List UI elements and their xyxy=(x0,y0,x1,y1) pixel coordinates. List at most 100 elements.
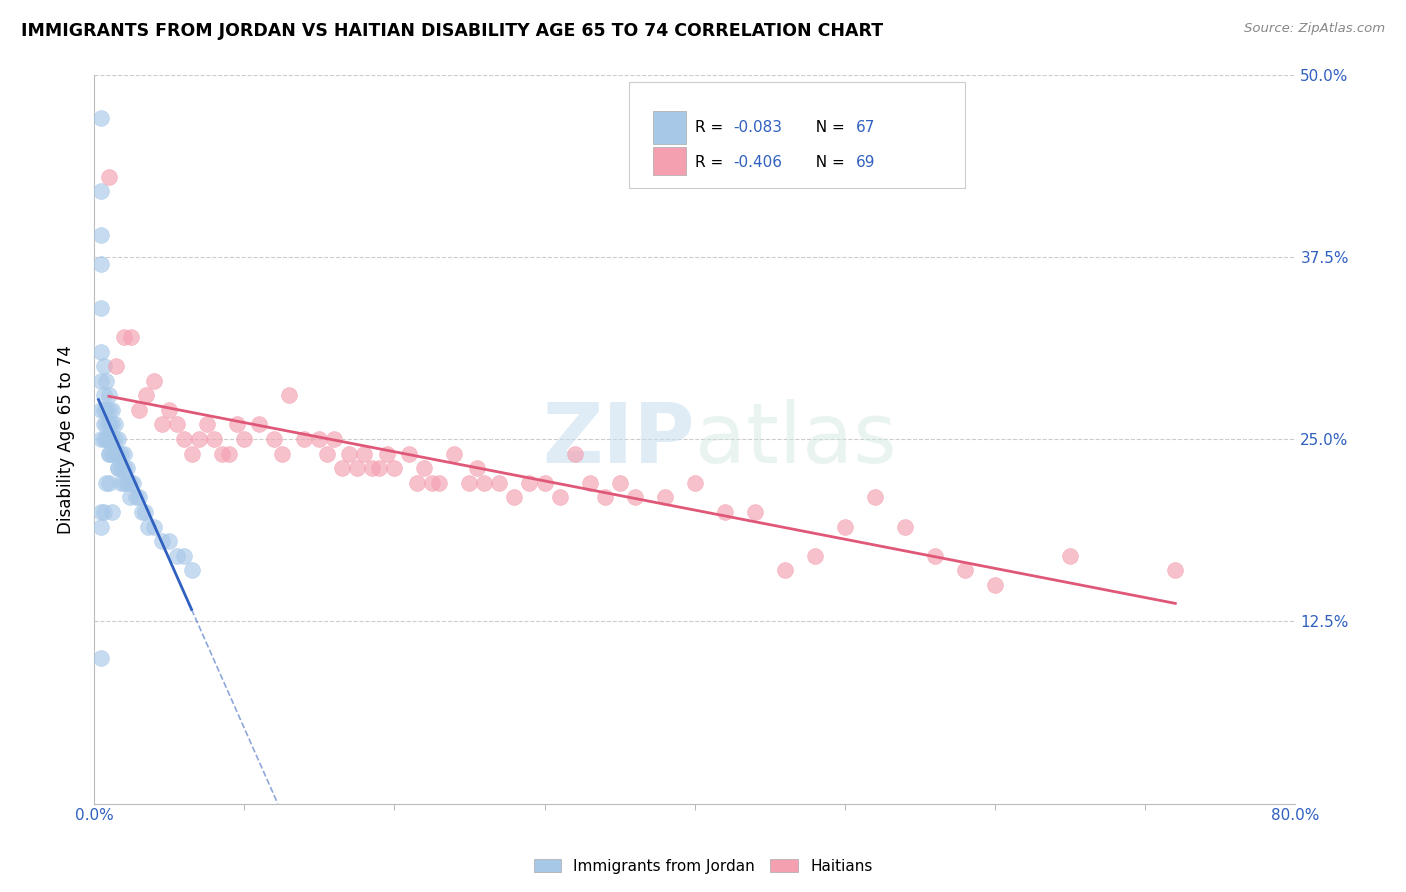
Point xyxy=(107,461,129,475)
Point xyxy=(278,388,301,402)
Point xyxy=(94,417,117,432)
Point xyxy=(94,475,117,490)
Point xyxy=(773,563,796,577)
Point xyxy=(368,461,391,475)
Text: -0.083: -0.083 xyxy=(733,120,782,135)
Point xyxy=(131,505,153,519)
Point xyxy=(93,505,115,519)
Point xyxy=(101,417,124,432)
Text: N =: N = xyxy=(807,154,851,169)
Point xyxy=(90,184,112,198)
Point xyxy=(93,359,115,373)
Point xyxy=(90,374,112,388)
Point xyxy=(93,403,115,417)
Point xyxy=(97,447,120,461)
Text: ZIP: ZIP xyxy=(543,399,695,480)
Y-axis label: Disability Age 65 to 74: Disability Age 65 to 74 xyxy=(58,344,75,533)
Point xyxy=(166,549,188,563)
Text: R =: R = xyxy=(695,154,728,169)
Point xyxy=(112,461,135,475)
Point xyxy=(443,447,465,461)
Point xyxy=(122,475,145,490)
Point xyxy=(503,491,526,505)
Point xyxy=(97,475,120,490)
Point xyxy=(107,461,129,475)
Point xyxy=(125,491,148,505)
Point xyxy=(90,650,112,665)
FancyBboxPatch shape xyxy=(628,82,965,187)
Point xyxy=(97,432,120,446)
Point xyxy=(118,491,141,505)
Point xyxy=(118,475,141,490)
Point xyxy=(112,475,135,490)
Point xyxy=(180,447,202,461)
Point xyxy=(150,417,173,432)
Point xyxy=(135,388,157,402)
Point xyxy=(90,301,112,315)
Point xyxy=(1059,549,1081,563)
Point xyxy=(150,534,173,549)
Point xyxy=(382,461,405,475)
Point xyxy=(97,417,120,432)
Point xyxy=(101,447,124,461)
Point xyxy=(564,447,586,461)
Point xyxy=(211,447,233,461)
Point xyxy=(375,447,398,461)
Point xyxy=(128,403,150,417)
Point xyxy=(458,475,481,490)
Point xyxy=(488,475,510,490)
Point xyxy=(173,432,195,446)
Point xyxy=(984,578,1007,592)
Point xyxy=(247,417,270,432)
Point xyxy=(834,519,856,533)
Point xyxy=(104,447,127,461)
Point xyxy=(105,359,128,373)
Point xyxy=(97,403,120,417)
Point xyxy=(93,417,115,432)
Point xyxy=(93,432,115,446)
Point xyxy=(263,432,285,446)
Point xyxy=(398,447,420,461)
Point xyxy=(157,534,180,549)
Point xyxy=(346,461,368,475)
Point xyxy=(97,417,120,432)
Point xyxy=(420,475,443,490)
Point xyxy=(519,475,541,490)
Point xyxy=(90,432,112,446)
Legend: Immigrants from Jordan, Haitians: Immigrants from Jordan, Haitians xyxy=(527,853,879,880)
Point xyxy=(233,432,256,446)
Point xyxy=(110,447,132,461)
Point xyxy=(195,417,218,432)
Point xyxy=(330,461,353,475)
Text: atlas: atlas xyxy=(695,399,897,480)
Point xyxy=(863,491,886,505)
Point xyxy=(107,447,129,461)
Point xyxy=(924,549,946,563)
Point xyxy=(337,447,360,461)
Point xyxy=(97,447,120,461)
Point xyxy=(413,461,436,475)
Point xyxy=(90,112,112,126)
Point xyxy=(465,461,488,475)
Point xyxy=(143,374,166,388)
Point xyxy=(97,388,120,402)
Point xyxy=(121,330,143,344)
Point xyxy=(101,505,124,519)
Point xyxy=(104,417,127,432)
Point xyxy=(128,491,150,505)
Point xyxy=(107,432,129,446)
Point xyxy=(180,563,202,577)
Point xyxy=(804,549,827,563)
Text: IMMIGRANTS FROM JORDAN VS HAITIAN DISABILITY AGE 65 TO 74 CORRELATION CHART: IMMIGRANTS FROM JORDAN VS HAITIAN DISABI… xyxy=(21,22,883,40)
Text: -0.406: -0.406 xyxy=(733,154,782,169)
Point xyxy=(353,447,375,461)
Point xyxy=(308,432,330,446)
Point xyxy=(134,505,156,519)
Point xyxy=(112,447,135,461)
Point xyxy=(110,461,132,475)
Point xyxy=(683,475,706,490)
Point xyxy=(112,330,135,344)
Point xyxy=(94,403,117,417)
Point xyxy=(315,447,337,461)
Point xyxy=(115,475,138,490)
